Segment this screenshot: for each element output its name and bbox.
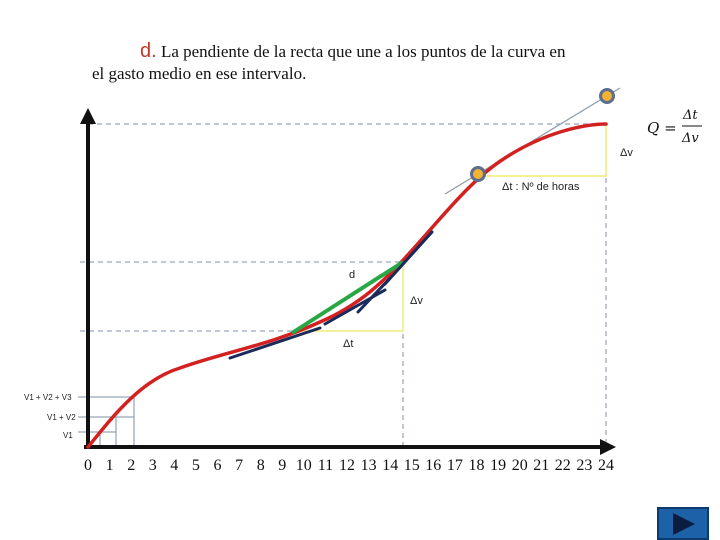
x-tick-19: 19 [490, 457, 506, 474]
x-tick-21: 21 [533, 457, 549, 474]
mid-dt-label: Δt [343, 338, 353, 350]
top-triangle [478, 124, 607, 177]
axes [80, 108, 616, 455]
guide-lines [80, 123, 607, 447]
next-slide-button[interactable] [657, 507, 709, 540]
tangent-seg-1 [228, 326, 322, 360]
x-tick-16: 16 [425, 457, 441, 474]
x-tick-13: 13 [361, 457, 377, 474]
x-tick-1: 1 [106, 457, 114, 474]
formula: Q = Δt Δv [647, 108, 702, 146]
y-label-v1: V1 [63, 431, 73, 440]
x-tick-7: 7 [235, 457, 243, 474]
x-tick-14: 14 [382, 457, 398, 474]
mid-triangle [295, 262, 404, 332]
heading-line-2: el gasto medio en ese intervalo. [92, 64, 307, 83]
x-tick-9: 9 [278, 457, 286, 474]
curve-points [470, 88, 615, 182]
x-tick-10: 10 [296, 457, 312, 474]
play-next-icon [673, 513, 695, 535]
secant-line [290, 260, 405, 335]
tangent-segments [228, 230, 434, 360]
mid-d-label: d [349, 269, 355, 281]
mid-dv-label: Δv [410, 295, 423, 307]
x-tick-17: 17 [447, 457, 463, 474]
x-tick-3: 3 [149, 457, 157, 474]
x-tick-labels: 0 1 2 3 4 5 6 7 8 9 10 11 12 13 14 15 16 17 18 19 20 21 22 23 24 [84, 457, 614, 474]
x-tick-15: 15 [404, 457, 420, 474]
heading: d. La pendiente de la recta que une a lo… [92, 40, 652, 85]
point-top [599, 88, 615, 104]
heading-letter: d. [140, 40, 157, 62]
x-tick-20: 20 [512, 457, 528, 474]
x-tick-11: 11 [318, 457, 333, 474]
formula-numerator: Δt [682, 108, 698, 123]
y-label-v1v2v3: V1 + V2 + V3 [24, 393, 72, 402]
x-tick-18: 18 [469, 457, 485, 474]
top-dv-label: Δv [620, 147, 633, 159]
y-label-v1v2: V1 + V2 [47, 413, 76, 422]
y-axis-arrow [80, 108, 96, 124]
x-tick-22: 22 [555, 457, 571, 474]
x-tick-24: 24 [598, 457, 614, 474]
x-tick-6: 6 [214, 457, 222, 474]
x-tick-0: 0 [84, 457, 92, 474]
x-axis-arrow [600, 439, 616, 455]
x-tick-2: 2 [127, 457, 135, 474]
x-tick-8: 8 [257, 457, 265, 474]
top-dt-label: Δt : Nº de horas [502, 181, 580, 193]
x-tick-23: 23 [576, 457, 592, 474]
formula-denominator: Δv [681, 131, 699, 146]
x-tick-12: 12 [339, 457, 355, 474]
point-mid [470, 166, 486, 182]
formula-q: Q = [647, 119, 677, 137]
delta-triangles [295, 124, 607, 332]
cumulative-curve [86, 122, 608, 449]
heading-line-1: La pendiente de la recta que une a los p… [156, 42, 566, 61]
tangent-seg-4 [383, 230, 434, 286]
x-tick-4: 4 [170, 457, 178, 474]
x-tick-5: 5 [192, 457, 200, 474]
